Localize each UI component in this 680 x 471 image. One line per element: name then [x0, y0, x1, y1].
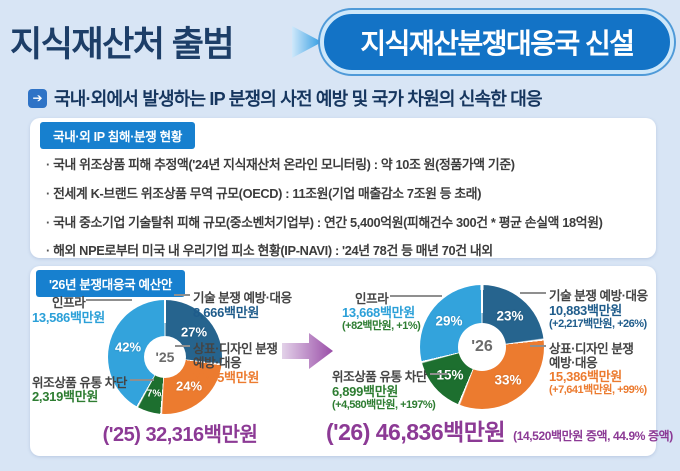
connector-line	[430, 373, 448, 375]
change-2026-infra: (+82백만원, +1%)	[342, 320, 421, 332]
pct-2026-counterfeit: 15%	[436, 367, 464, 383]
status-bullet-4: 해외 NPE로부터 미국 내 우리기업 피소 현황(IP-NAVI) : '24…	[46, 240, 493, 259]
label-2026-trademark-1: 상표·디자인 분쟁	[549, 342, 634, 356]
subtitle-text: 국내·외에서 발생하는 IP 분쟁의 사전 예방 및 국가 차원의 신속한 대응	[54, 89, 543, 109]
ip-status-panel: 국내·외 IP 침해·분쟁 현황 국내 위조상품 피해 추정액('24년 지식재…	[30, 118, 656, 258]
status-bullet-3: 국내 중소기업 기술탈취 피해 규모(중소벤처기업부) : 연간 5,400억원…	[46, 212, 603, 231]
budget-badge: '26년 분쟁대응국 예산안	[36, 270, 186, 297]
page-title: 지식재산처 출범	[10, 25, 235, 64]
pct-2025-counterfeit: 7%	[146, 388, 162, 400]
label-2026-counterfeit: 위조상품 유통 차단	[332, 370, 427, 384]
value-2025-infra: 13,586백만원	[32, 310, 105, 325]
donut-2025-center-label: '25	[144, 336, 186, 378]
label-2026-infra: 인프라	[355, 292, 389, 306]
label-2025-trademark-1: 상표·디자인 분쟁	[193, 342, 278, 356]
connector-line	[530, 345, 546, 347]
value-2026-infra: 13,668백만원	[342, 305, 415, 320]
change-2026-tech: (+2,217백만원, +26%)	[549, 318, 647, 330]
connector-line	[174, 294, 190, 296]
label-2025-trademark-2: 예방·대응	[193, 356, 242, 370]
pct-2025-trademark: 24%	[175, 378, 203, 394]
between-charts-arrow-icon	[282, 333, 333, 369]
connector-line	[175, 345, 190, 347]
value-2025-counterfeit: 2,319백만원	[32, 389, 99, 404]
connector-line	[86, 299, 132, 301]
label-2026-trademark-2: 예방·대응	[549, 356, 598, 370]
status-bullet-1: 국내 위조상품 피해 추정액('24년 지식재산처 온라인 모니터링) : 약 …	[46, 154, 515, 173]
pct-2026-infra: 29%	[435, 313, 463, 329]
change-2026-trademark: (+7,641백만원, +99%)	[549, 384, 647, 396]
connector-line	[130, 379, 154, 381]
change-2026-counterfeit: (+4,580백만원, +197%)	[332, 399, 436, 411]
value-2025-trademark: 7,745백만원	[193, 370, 260, 385]
pill-label: 지식재산분쟁대응국 신설	[360, 28, 635, 59]
budget-panel: '26년 분쟁대응국 예산안 '25 27% 24% 7% 42% 인프라 13…	[30, 266, 673, 456]
value-2026-tech: 10,883백만원	[549, 303, 622, 318]
connector-line	[390, 295, 442, 297]
label-2025-counterfeit: 위조상품 유통 차단	[32, 376, 127, 390]
status-bullet-2: 전세계 K-브랜드 위조상품 무역 규모(OECD) : 11조원(기업 매출감…	[46, 183, 481, 202]
connector-line	[520, 292, 546, 294]
label-2025-tech: 기술 분쟁 예방·대응	[193, 291, 292, 305]
subtitle-arrow-icon: ➔	[28, 88, 47, 108]
donut-2026-center-label: '26	[458, 323, 506, 371]
value-2025-tech: 8,666백만원	[193, 305, 260, 320]
label-2025-infra: 인프라	[52, 296, 86, 310]
pct-2025-tech: 27%	[180, 324, 208, 340]
pct-2025-infra: 42%	[114, 339, 142, 355]
pill-new-bureau: 지식재산분쟁대응국 신설	[320, 10, 674, 74]
total-2026-row: ('26) 46,836백만원 (14,520백만원 증액, 44.9% 증액)	[326, 413, 673, 447]
pct-2026-trademark: 33%	[494, 372, 522, 388]
value-2026-counterfeit: 6,899백만원	[332, 384, 399, 399]
total-2026: ('26) 46,836백만원	[326, 419, 506, 445]
subtitle-row: ➔ 국내·외에서 발생하는 IP 분쟁의 사전 예방 및 국가 차원의 신속한 …	[28, 85, 543, 111]
pct-2026-tech: 23%	[496, 308, 524, 324]
header-right-arrow-icon	[292, 26, 322, 58]
value-2026-trademark: 15,386백만원	[549, 369, 622, 384]
total-2025: ('25) 32,316백만원	[102, 424, 258, 446]
total-2026-note: (14,520백만원 증액, 44.9% 증액)	[513, 429, 673, 443]
status-badge: 국내·외 IP 침해·분쟁 현황	[40, 122, 196, 149]
label-2026-tech: 기술 분쟁 예방·대응	[549, 289, 648, 303]
